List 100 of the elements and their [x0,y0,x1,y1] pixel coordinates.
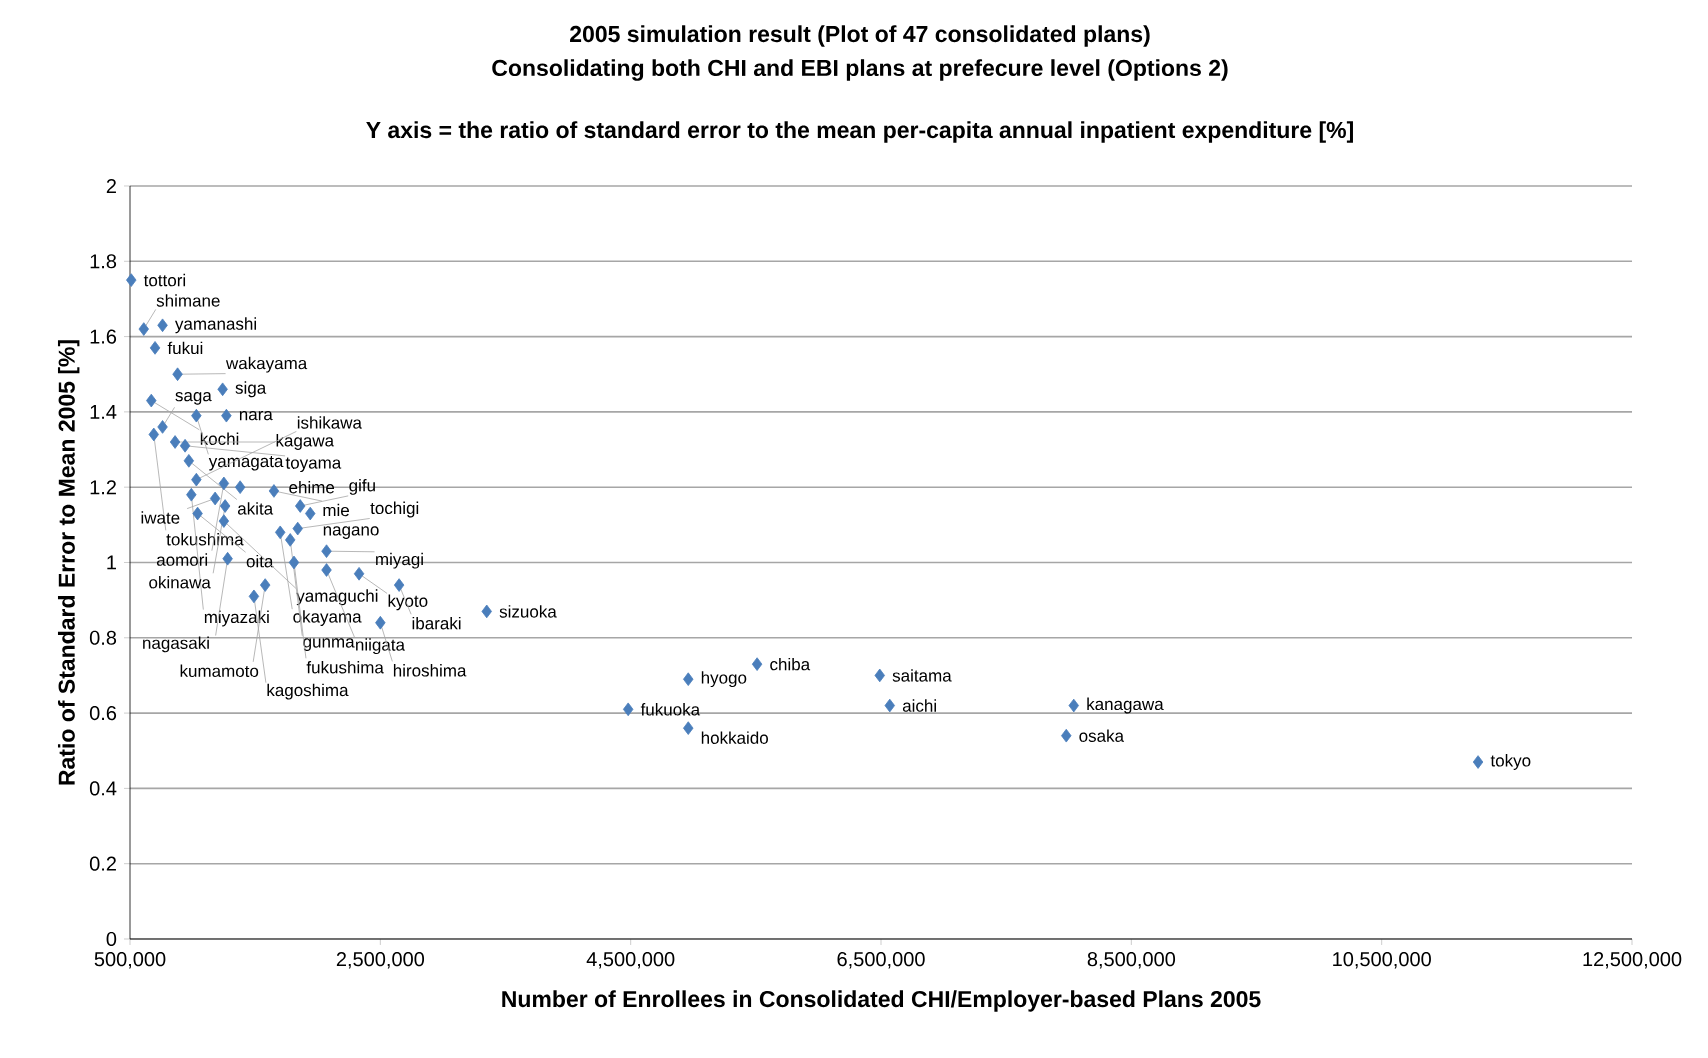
y-tick-label: 1 [107,555,116,570]
annotation: kochi [200,432,239,445]
annotation: sizuoka [499,605,557,618]
point [874,668,885,683]
point [217,382,228,397]
annotation: fukuoka [640,703,701,716]
annotation: ibaraki [412,616,461,630]
annotation: saga [175,392,212,405]
y-tick-label: 1.2 [90,480,116,495]
point [275,525,286,540]
point [149,341,161,355]
annotation: fukushima [306,661,384,674]
y-tick-label: 0.8 [89,630,117,645]
x-tick-label: 2,500,000 [336,952,425,969]
point [169,435,181,449]
annotation: kanagawa [1087,697,1164,714]
point [138,322,149,336]
point [321,544,332,558]
annotation: gunma [303,638,355,651]
annotation: miyagi [376,552,423,569]
annotation: fukui [167,341,203,355]
annotation: mie [323,503,349,517]
point [234,480,246,494]
point [295,499,306,513]
chart-title: 2005 simulation result (Plot of 47 consolidated plans) [570,25,1150,47]
annotation: yamagata [208,456,284,471]
annotation: kumamoto [180,664,259,678]
annotation: tokushima [166,533,244,546]
annotation: tottori [143,273,186,287]
annotation: oita [246,554,274,568]
point [183,454,195,468]
y-tick-label: 0.6 [89,706,117,721]
point [126,273,137,287]
point [186,487,197,502]
chart-subtitle: Consolidating both CHI and EBI plans at prefecure level (Options 2) [492,59,1228,81]
annotation: hyogo [701,671,747,688]
point [259,578,271,592]
annotation: nagano [323,526,379,539]
point [179,438,191,453]
annotation: kagawa [276,434,335,450]
annotation: iwate [141,511,180,524]
y-tick-label: 1.6 [90,329,117,344]
point [1472,755,1484,769]
point [191,408,202,423]
point [481,604,492,619]
point [157,420,168,434]
x-tick-label: 8,500,000 [1087,952,1176,969]
annotation: hokkaido [701,731,768,744]
point [622,702,634,717]
point [305,506,316,521]
x-axis-title: Number of Enrollees in Consolidated CHI/Employer-based Plans 2005 [502,990,1261,1012]
y-tick-label: 0.2 [89,856,116,871]
point [285,533,296,547]
point [221,408,232,423]
point [157,318,168,333]
annotation: chiba [770,657,811,671]
y-tick-label: 0 [106,931,117,947]
annotation: gifu [349,479,375,495]
point [353,566,365,581]
annotation: tokyo [1490,754,1531,770]
point [884,698,895,713]
point [292,521,303,536]
y-tick-label: 1.8 [90,254,117,269]
point [148,427,159,442]
annotation: hiroshima [393,664,467,677]
annotation: aomori [156,553,208,566]
annotation: tochigi [370,501,419,518]
annotation: wakayama [225,356,308,373]
point [683,672,694,686]
point [268,484,280,498]
annotation: toyama [285,457,342,473]
point [321,563,332,577]
annotation: kagoshima [267,683,349,700]
point [751,657,763,671]
annotation: aichi [902,699,936,712]
point [192,506,203,521]
point [288,555,300,570]
y-tick-label: 1.4 [90,404,117,419]
annotation: shimane [156,294,220,307]
text: Y axis = the ratio of standard error to the mean per-capita annual inpatient expenditure [%] [366,121,1353,143]
x-tick-label: 4,500,000 [586,952,675,969]
point [1068,698,1079,713]
point [218,476,230,491]
point [393,578,405,592]
annotation: miyazaki [204,610,269,627]
x-tick-label: 6,500,000 [837,952,925,969]
y-tick-label: 2 [106,179,116,193]
point [248,589,260,604]
annotation: ishikawa [297,416,362,429]
point [191,472,202,487]
x-tick-label: 500,000 [94,952,166,969]
annotation: akita [237,502,274,515]
point [172,367,183,382]
annotation: nagasaki [143,636,209,653]
annotation: yamaguchi [296,589,378,606]
annotation: ehime [289,480,335,494]
point [218,514,230,528]
y-tick-label: 0.4 [89,781,117,796]
x-tick-label: 12,500,000 [1583,952,1682,969]
annotation: osaka [1079,729,1124,742]
